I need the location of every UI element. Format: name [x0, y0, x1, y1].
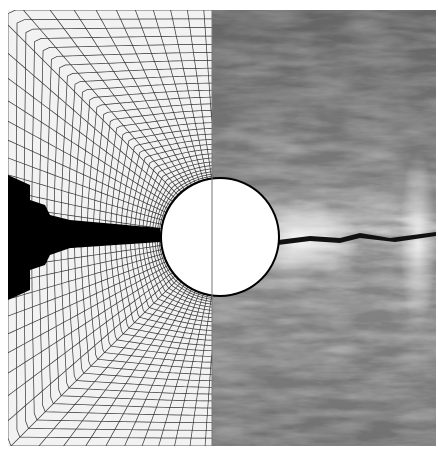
- mesh-line: [73, 10, 189, 188]
- mesh-line: [174, 294, 208, 446]
- mesh-line: [141, 292, 200, 446]
- mesh-line: [8, 264, 169, 354]
- mesh-line: [8, 157, 165, 217]
- mesh-line: [8, 253, 164, 300]
- mesh-line: [189, 295, 212, 446]
- mesh-line: [152, 10, 204, 181]
- crack-left: [8, 175, 160, 300]
- mesh-line: [8, 139, 167, 213]
- mesh-line: [8, 249, 163, 284]
- mesh-line: [95, 10, 193, 186]
- mesh-line: [8, 257, 165, 317]
- mesh-line: [8, 272, 174, 396]
- mesh-line: [8, 78, 174, 202]
- hole: [160, 177, 280, 297]
- mesh-line: [49, 10, 185, 191]
- mesh-line: [105, 288, 193, 446]
- mesh-line: [124, 290, 196, 446]
- mesh-line: [8, 275, 176, 421]
- mesh-line: [10, 278, 179, 446]
- mesh-line: [158, 293, 204, 446]
- mesh-line: [8, 24, 179, 196]
- mesh-line: [63, 283, 185, 446]
- mesh-line: [23, 10, 182, 193]
- mesh-line: [8, 120, 169, 210]
- field-glow: [400, 150, 436, 330]
- mesh-line: [85, 286, 189, 446]
- mesh-line: [134, 10, 200, 182]
- mesh-line: [38, 281, 182, 446]
- mesh-line: [8, 261, 167, 335]
- mesh-line: [8, 174, 164, 221]
- mesh-line: [8, 53, 176, 199]
- mesh-line: [170, 10, 208, 180]
- mesh-line: [115, 10, 196, 184]
- mesh-line: [8, 268, 171, 374]
- mesh-line: [8, 100, 171, 206]
- mesh-line: [8, 190, 163, 225]
- mesh-line: [187, 10, 212, 179]
- mesh-line: [203, 10, 212, 130]
- crack-right: [278, 232, 436, 245]
- mesh-line: [204, 343, 212, 446]
